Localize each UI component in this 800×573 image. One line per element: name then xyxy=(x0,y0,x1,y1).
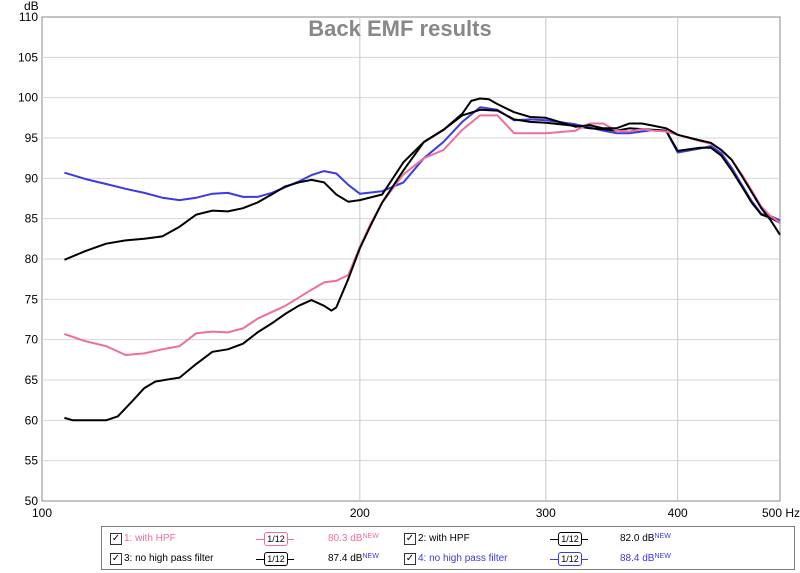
grid xyxy=(42,17,780,501)
legend-item-4[interactable]: ✓ 4: no high pass filter 1/12 88.4 dBNEW xyxy=(404,551,694,567)
x-tick-label: 100 xyxy=(32,506,52,520)
y-tick-label: 105 xyxy=(18,50,38,64)
y-tick-label: 75 xyxy=(25,292,39,306)
legend-value-1: 80.3 dBNEW xyxy=(328,533,379,544)
smoothing-control-1[interactable]: 1/12 xyxy=(256,531,294,547)
x-tick-label: 200 xyxy=(350,506,370,520)
y-tick-label: 50 xyxy=(25,494,39,508)
chart: 50 55 60 65 70 75 80 85 90 95 100 105 110 100 200 300 4… xyxy=(18,0,800,520)
y-axis-label: dB xyxy=(24,0,39,13)
x-axis-ticks: 100 200 300 400 500 Hz xyxy=(32,506,800,520)
legend-item-2[interactable]: ✓ 2: with HPF 1/12 82.0 dBNEW xyxy=(404,531,694,547)
legend-checkbox-3[interactable]: ✓ xyxy=(110,553,122,565)
y-tick-label: 55 xyxy=(25,454,39,468)
y-tick-label: 100 xyxy=(18,91,38,105)
legend-item-1[interactable]: ✓ 1: with HPF 1/12 80.3 dBNEW xyxy=(110,531,390,547)
smoothing-control-4[interactable]: 1/12 xyxy=(550,551,588,567)
smoothing-control-2[interactable]: 1/12 xyxy=(550,531,588,547)
legend-name-2: 2: with HPF xyxy=(418,533,470,544)
chart-title: Back EMF results xyxy=(308,16,491,41)
legend-checkbox-4[interactable]: ✓ xyxy=(404,553,416,565)
legend-name-1: 1: with HPF xyxy=(124,533,176,544)
x-tick-label: 300 xyxy=(536,506,556,520)
y-tick-label: 80 xyxy=(25,252,39,266)
y-axis-ticks: 50 55 60 65 70 75 80 85 90 95 100 105 110 xyxy=(18,10,38,508)
legend: ✓ 1: with HPF 1/12 80.3 dBNEW ✓ 2: with … xyxy=(101,526,795,570)
series-lines xyxy=(64,97,781,422)
series-line-2 xyxy=(64,97,781,422)
legend-name-3: 3: no high pass filter xyxy=(124,553,214,564)
smoothing-control-3[interactable]: 1/12 xyxy=(256,551,294,567)
legend-item-3[interactable]: ✓ 3: no high pass filter 1/12 87.4 dBNEW xyxy=(110,551,390,567)
legend-checkbox-2[interactable]: ✓ xyxy=(404,533,416,545)
y-tick-label: 95 xyxy=(25,131,39,145)
legend-value-3: 87.4 dBNEW xyxy=(328,553,379,564)
y-tick-label: 85 xyxy=(25,212,39,226)
legend-checkbox-1[interactable]: ✓ xyxy=(110,533,122,545)
x-tick-label: 400 xyxy=(668,506,688,520)
legend-value-2: 82.0 dBNEW xyxy=(620,533,671,544)
y-tick-label: 90 xyxy=(25,171,39,185)
y-tick-label: 65 xyxy=(25,373,39,387)
x-tick-label: 500 Hz xyxy=(762,506,800,520)
y-tick-label: 110 xyxy=(19,10,38,24)
y-tick-label: 70 xyxy=(25,333,39,347)
legend-name-4: 4: no high pass filter xyxy=(418,553,508,564)
y-tick-label: 60 xyxy=(25,413,39,427)
legend-value-4: 88.4 dBNEW xyxy=(620,553,671,564)
